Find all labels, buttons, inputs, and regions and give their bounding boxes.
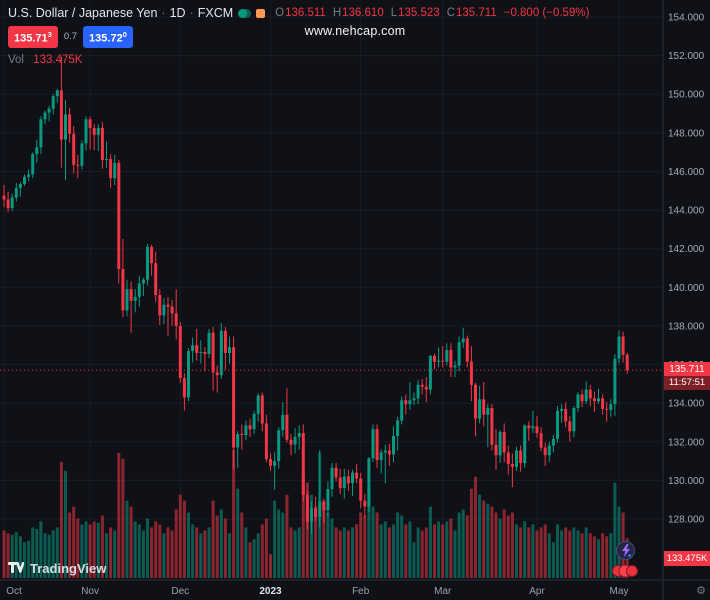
- price-axis-label: 150.000: [668, 90, 705, 101]
- time-axis[interactable]: Oct Nov Dec 2023 Feb Mar Apr May: [6, 586, 628, 597]
- spread-value: 0.7: [63, 31, 78, 43]
- price-axis[interactable]: 154.000 152.000 150.000 148.000 146.000 144.0…: [668, 13, 705, 526]
- volume-indicator-label[interactable]: Vol: [8, 53, 24, 66]
- volume-axis-label: 133.475K: [664, 551, 710, 566]
- price-axis-label: 132.000: [668, 437, 705, 448]
- time-axis-label: Mar: [434, 586, 452, 597]
- close-label: C: [446, 7, 456, 19]
- high-value: 136.610: [342, 7, 384, 19]
- ohlc-values: O136.511 H136.610 L135.523 C135.711 −0.8…: [275, 7, 589, 19]
- price-axis-label: 144.000: [668, 206, 705, 217]
- time-axis-label: May: [610, 586, 629, 597]
- watermark-text: www.nehcap.com: [304, 24, 406, 38]
- exchange-label[interactable]: FXCM: [197, 6, 234, 20]
- separator: ·: [189, 6, 194, 20]
- tradingview-logo-icon: [8, 561, 24, 573]
- price-axis-label: 138.000: [668, 321, 705, 332]
- time-axis-label: Nov: [81, 586, 99, 597]
- price-axis-label: 146.000: [668, 167, 705, 178]
- high-label: H: [332, 7, 342, 19]
- delayed-data-icon[interactable]: [256, 8, 266, 18]
- ask-fraction: 0: [122, 30, 127, 39]
- low-value: 135.523: [398, 7, 440, 19]
- low-label: L: [390, 7, 398, 19]
- volume-indicator-value: 133.475K: [33, 53, 83, 66]
- close-value: 135.711: [456, 7, 497, 19]
- last-price-label: 135.711 11:57:51: [664, 362, 710, 391]
- separator: ·: [161, 6, 166, 20]
- sell-bid-button[interactable]: 135.713: [8, 26, 58, 48]
- price-axis-label: 148.000: [668, 128, 705, 139]
- price-axis-label: 130.000: [668, 476, 705, 487]
- open-label: O: [275, 7, 285, 19]
- price-axis-label: 154.000: [668, 13, 705, 24]
- time-axis-label: Feb: [352, 586, 370, 597]
- ask-price: 135.72: [89, 32, 123, 45]
- bar-countdown: 11:57:51: [664, 376, 710, 391]
- market-status-icon[interactable]: [238, 8, 252, 18]
- price-axis-label: 140.000: [668, 283, 705, 294]
- price-axis-label: 128.000: [668, 515, 705, 526]
- change-value: −0.800 (−0.59%): [503, 7, 590, 19]
- axis-settings-gear-icon[interactable]: ⚙: [696, 585, 706, 597]
- interval-label[interactable]: 1D: [169, 6, 186, 20]
- time-axis-label: Apr: [529, 586, 545, 597]
- buy-ask-button[interactable]: 135.720: [83, 26, 133, 48]
- lightning-sticker-icon[interactable]: [616, 541, 635, 560]
- chart-legend: U.S. Dollar / Japanese Yen · 1D · FXCM O…: [8, 6, 589, 66]
- bid-price: 135.71: [14, 32, 48, 45]
- last-price-value: 135.711: [664, 362, 710, 377]
- time-axis-label: Oct: [6, 586, 22, 597]
- bid-fraction: 3: [47, 30, 52, 39]
- price-axis-label: 134.000: [668, 399, 705, 410]
- open-value: 136.511: [285, 7, 326, 19]
- red-circles-sticker-icon[interactable]: [612, 563, 638, 579]
- symbol-title[interactable]: U.S. Dollar / Japanese Yen: [8, 6, 158, 20]
- price-axis-label: 152.000: [668, 51, 705, 62]
- price-axis-label: 142.000: [668, 244, 705, 255]
- candlesticks[interactable]: [2, 56, 629, 534]
- tradingview-logo[interactable]: TradingView: [8, 561, 106, 576]
- time-axis-label: 2023: [259, 586, 282, 597]
- volume-bars: [2, 450, 629, 578]
- tradingview-logo-text: TradingView: [30, 561, 107, 576]
- time-axis-label: Dec: [171, 586, 189, 597]
